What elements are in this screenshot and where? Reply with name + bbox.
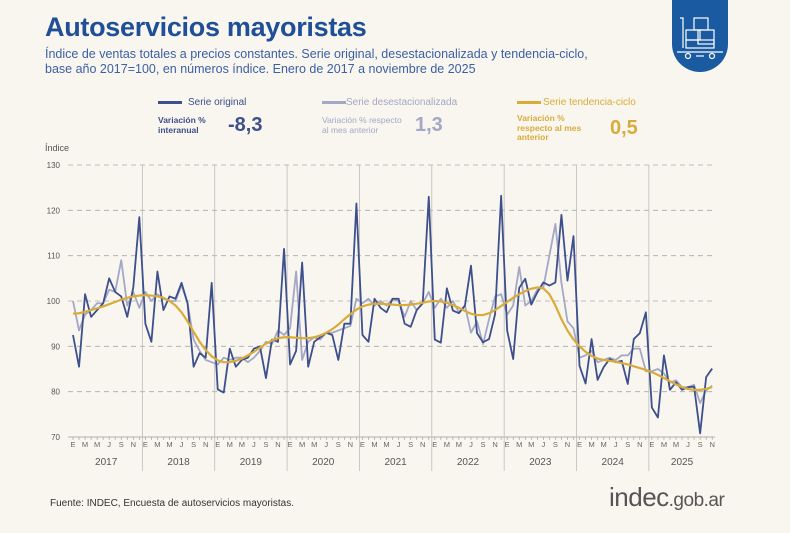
- year-label: 2023: [529, 457, 552, 468]
- year-label: 2017: [95, 457, 118, 468]
- month-label: S: [625, 440, 630, 449]
- month-label: M: [661, 440, 667, 449]
- month-label: M: [673, 440, 679, 449]
- month-label: E: [70, 440, 75, 449]
- month-label: E: [215, 440, 220, 449]
- month-label: S: [553, 440, 558, 449]
- month-label: S: [191, 440, 196, 449]
- month-label: M: [311, 440, 317, 449]
- page-title: Autoservicios mayoristas: [45, 12, 367, 42]
- page-subtitle: Índice de ventas totales a precios const…: [45, 47, 588, 76]
- month-label: J: [469, 440, 473, 449]
- month-label: M: [154, 440, 160, 449]
- y-tick-label: 110: [47, 252, 60, 261]
- month-label: E: [577, 440, 582, 449]
- month-label: S: [408, 440, 413, 449]
- series-line-original: [72, 194, 713, 435]
- month-label: M: [239, 440, 245, 449]
- month-label: M: [371, 440, 377, 449]
- month-label: M: [227, 440, 233, 449]
- month-label: M: [528, 440, 534, 449]
- month-label: N: [348, 440, 353, 449]
- month-label: S: [481, 440, 486, 449]
- month-label: E: [143, 440, 148, 449]
- y-tick-label: 120: [47, 206, 61, 215]
- month-label: N: [637, 440, 642, 449]
- month-label: M: [444, 440, 450, 449]
- legend-swatch: [158, 101, 182, 104]
- legend-tendencia: Serie tendencia-ciclo Variación % respec…: [517, 97, 638, 143]
- month-label: S: [119, 440, 124, 449]
- series-line-tendencia-ciclo: [72, 286, 713, 391]
- month-label: S: [336, 440, 341, 449]
- month-label: M: [299, 440, 305, 449]
- month-label: J: [324, 440, 328, 449]
- month-label: J: [686, 440, 690, 449]
- year-label: 2022: [457, 457, 480, 468]
- variation-label: Variación % respecto al mes anterior: [517, 113, 582, 143]
- month-label: N: [492, 440, 497, 449]
- month-label: N: [420, 440, 425, 449]
- year-label: 2020: [312, 457, 335, 468]
- year-label: 2024: [602, 457, 625, 468]
- month-label: M: [516, 440, 522, 449]
- month-label: J: [107, 440, 111, 449]
- logo-suffix: .gob.ar: [668, 490, 725, 511]
- year-label: 2025: [671, 457, 694, 468]
- shopping-cart-boxes-icon: [672, 0, 728, 72]
- month-label: N: [275, 440, 280, 449]
- month-label: N: [565, 440, 570, 449]
- month-label: N: [131, 440, 136, 449]
- year-label: 2018: [167, 457, 190, 468]
- y-tick-label: 90: [51, 342, 60, 351]
- month-label: J: [252, 440, 256, 449]
- legend-label: Serie desestacionalizada: [346, 97, 458, 108]
- month-label: M: [82, 440, 88, 449]
- variation-label: Variación % respecto al mes anterior: [322, 115, 402, 135]
- legend-desestacionalizada: Serie desestacionalizada Variación % res…: [322, 97, 457, 137]
- month-label: E: [432, 440, 437, 449]
- month-label: N: [203, 440, 208, 449]
- month-label: E: [505, 440, 510, 449]
- month-label: S: [698, 440, 703, 449]
- variation-value: 0,5: [610, 116, 638, 139]
- month-label: E: [649, 440, 654, 449]
- logo-main: indec: [609, 482, 669, 512]
- y-tick-label: 80: [51, 388, 60, 397]
- month-label: M: [588, 440, 594, 449]
- variation-value: -8,3: [228, 114, 263, 137]
- month-label: E: [288, 440, 293, 449]
- y-tick-label: 130: [47, 161, 61, 170]
- y-tick-label: 100: [47, 297, 61, 306]
- year-label: 2019: [240, 457, 263, 468]
- month-label: N: [709, 440, 714, 449]
- legend-swatch: [517, 101, 541, 104]
- legend-label: Serie original: [188, 97, 247, 108]
- month-label: J: [397, 440, 401, 449]
- year-label: 2021: [384, 457, 407, 468]
- series-line-desestacionalizada: [72, 223, 713, 404]
- variation-value: 1,3: [415, 114, 443, 137]
- variation-label: Variación % interanual: [158, 115, 206, 135]
- indec-logo: indec.gob.ar: [609, 482, 725, 513]
- month-label: M: [601, 440, 607, 449]
- legend-swatch: [322, 101, 346, 104]
- month-label: S: [263, 440, 268, 449]
- y-tick-label: 70: [51, 433, 60, 442]
- month-label: E: [360, 440, 365, 449]
- month-label: M: [94, 440, 100, 449]
- month-label: M: [166, 440, 172, 449]
- month-label: J: [180, 440, 184, 449]
- legend-label: Serie tendencia-ciclo: [543, 97, 636, 108]
- month-label: J: [614, 440, 618, 449]
- y-axis-label: Índice: [45, 143, 69, 153]
- month-label: M: [383, 440, 389, 449]
- source-note: Fuente: INDEC, Encuesta de autoservicios…: [50, 498, 294, 509]
- legend-original: Serie original Variación % interanual -8,…: [158, 97, 262, 137]
- month-label: M: [456, 440, 462, 449]
- month-label: J: [541, 440, 545, 449]
